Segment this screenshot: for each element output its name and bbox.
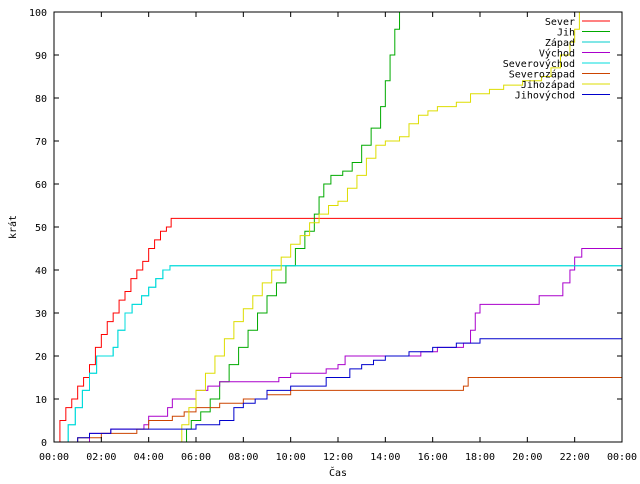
- series-line-7: [177, 12, 580, 442]
- legend-label: Východ: [539, 48, 575, 60]
- x-tick-label: 04:00: [134, 452, 164, 463]
- legend: SeverJihZápadVýchodSeverovýchodSeverozáp…: [503, 17, 610, 102]
- series-line-5: [63, 265, 622, 442]
- y-tick-label: 50: [35, 223, 47, 234]
- x-tick-label: 00:00: [39, 452, 69, 463]
- x-tick-label: 12:00: [323, 452, 353, 463]
- legend-label: Jihovýchod: [515, 90, 575, 102]
- x-tick-label: 00:00: [607, 452, 637, 463]
- x-tick-label: 10:00: [276, 452, 306, 463]
- legend-label: Sever: [545, 17, 575, 28]
- x-tick-label: 22:00: [560, 452, 590, 463]
- x-tick-label: 14:00: [370, 452, 400, 463]
- legend-label: Jih: [557, 28, 575, 39]
- x-axis: 00:00 02:00 04:00 06:00 08:00 10:00 12:00 14:00…: [39, 12, 637, 463]
- y-tick-label: 70: [35, 137, 47, 148]
- series-line-6: [72, 377, 622, 442]
- series-line-8: [54, 338, 622, 442]
- series-line-4: [54, 248, 622, 442]
- x-tick-label: 16:00: [418, 452, 448, 463]
- y-tick-label: 10: [35, 395, 47, 406]
- x-tick-label: 08:00: [228, 452, 258, 463]
- series-group: [54, 12, 622, 442]
- series-line-2: [181, 12, 401, 442]
- legend-label: Severozápad: [509, 69, 575, 81]
- legend-label: Severovýchod: [503, 58, 575, 70]
- y-axis: 0 10 20 30 40 50 60 70 80 90 100: [29, 8, 622, 449]
- x-tick-label: 02:00: [86, 452, 116, 463]
- y-tick-label: 0: [41, 438, 47, 449]
- y-tick-label: 80: [35, 94, 47, 105]
- x-tick-label: 20:00: [512, 452, 542, 463]
- y-tick-label: 40: [35, 266, 47, 277]
- legend-label: Jihozápad: [521, 79, 575, 91]
- x-tick-label: 18:00: [465, 452, 495, 463]
- series-line-3: [63, 265, 622, 442]
- x-axis-label: Čas: [329, 466, 347, 479]
- y-tick-label: 20: [35, 352, 47, 363]
- y-tick-label: 30: [35, 309, 47, 320]
- y-tick-label: 100: [29, 8, 47, 19]
- x-tick-label: 06:00: [181, 452, 211, 463]
- series-line-1: [54, 217, 622, 442]
- y-tick-label: 90: [35, 51, 47, 62]
- y-tick-label: 60: [35, 180, 47, 191]
- y-axis-label: krát: [7, 215, 19, 239]
- legend-label: Západ: [545, 37, 575, 49]
